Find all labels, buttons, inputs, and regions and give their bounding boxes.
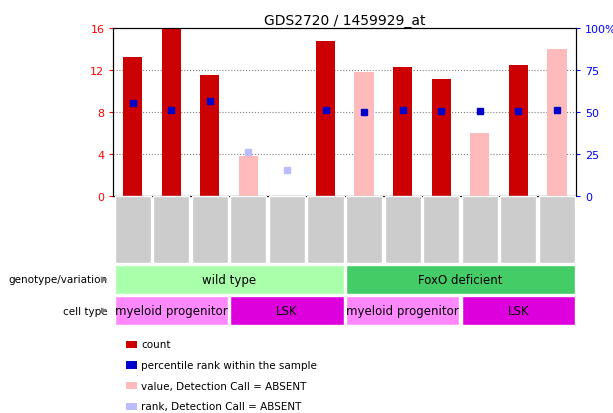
Text: value, Detection Call = ABSENT: value, Detection Call = ABSENT <box>141 381 306 391</box>
Text: LSK: LSK <box>276 304 298 317</box>
Bar <box>393 68 413 196</box>
Bar <box>238 157 258 196</box>
Text: myeloid progenitor: myeloid progenitor <box>115 304 227 317</box>
Text: cell type: cell type <box>63 306 107 316</box>
Bar <box>316 41 335 196</box>
Text: myeloid progenitor: myeloid progenitor <box>346 304 459 317</box>
Bar <box>354 73 374 196</box>
Text: rank, Detection Call = ABSENT: rank, Detection Call = ABSENT <box>141 401 302 411</box>
Text: count: count <box>141 339 170 349</box>
Text: LSK: LSK <box>508 304 529 317</box>
Title: GDS2720 / 1459929_at: GDS2720 / 1459929_at <box>264 14 425 28</box>
Text: wild type: wild type <box>202 273 256 286</box>
Text: genotype/variation: genotype/variation <box>8 275 107 285</box>
Bar <box>432 80 451 196</box>
Bar <box>200 76 219 196</box>
Text: FoxO deficient: FoxO deficient <box>418 273 503 286</box>
Bar <box>162 29 181 196</box>
Bar <box>470 133 489 196</box>
Bar <box>123 58 142 196</box>
Bar <box>509 66 528 196</box>
Bar <box>547 50 566 196</box>
Text: percentile rank within the sample: percentile rank within the sample <box>141 360 317 370</box>
